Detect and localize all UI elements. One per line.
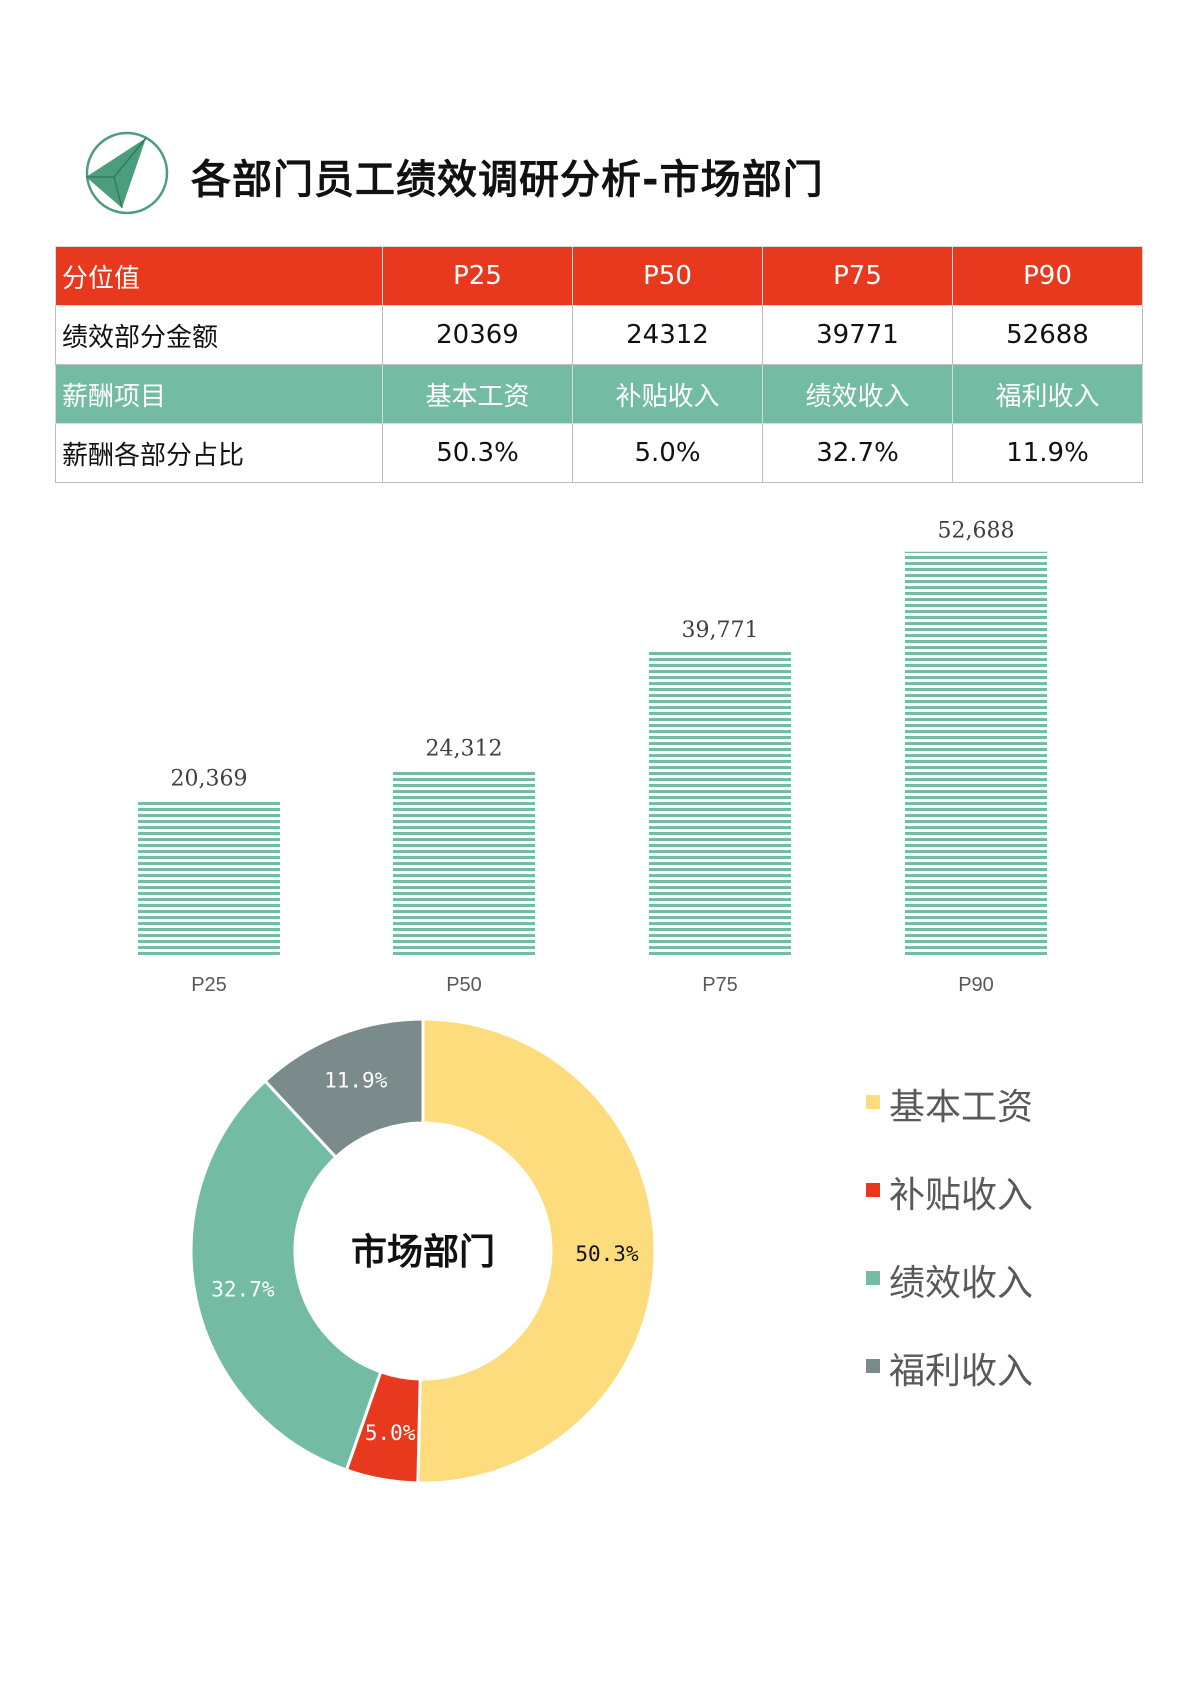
triangle-in-circle-icon <box>85 131 169 215</box>
donut-slice <box>263 1020 425 1160</box>
table-cell: 补贴收入 <box>572 364 763 424</box>
table-cell: P25 <box>382 246 573 306</box>
legend-label: 福利收入 <box>889 1351 1034 1392</box>
table-cell: 52688 <box>952 305 1143 365</box>
table-cell: P50 <box>572 246 763 306</box>
slice-data-label: 50.3% <box>575 1242 639 1266</box>
legend-swatch <box>866 1359 880 1373</box>
salary-donut-chart: 50.3% 5.0% 32.7% 11.9% 市场部门 <box>189 1020 657 1485</box>
percentile-bar-chart: 20,369 P25 24,312 P50 39,771 P75 52,688 P90 <box>138 519 1047 996</box>
table-cell: 5.0% <box>572 423 763 483</box>
table-cell: 39771 <box>762 305 953 365</box>
bar-data-label: 52,688 <box>938 519 1015 544</box>
table-cell: 基本工资 <box>382 364 573 424</box>
table-cell: P75 <box>762 246 953 306</box>
legend-swatch <box>866 1095 880 1109</box>
x-tick-label: P75 <box>702 974 738 996</box>
table-row: 薪酬项目 基本工资 补贴收入 绩效收入 福利收入 <box>55 364 1143 424</box>
x-tick-label: P90 <box>958 974 994 996</box>
stats-table: 分位值 P25 P50 P75 P90 绩效部分金额 20369 24312 39771 5268… <box>55 246 1143 483</box>
row-label: 薪酬项目 <box>55 364 383 424</box>
legend-label: 绩效收入 <box>889 1263 1034 1304</box>
bar <box>138 799 280 956</box>
legend-swatch <box>866 1183 880 1197</box>
row-label: 薪酬各部分占比 <box>55 423 383 483</box>
slice-data-label: 32.7% <box>211 1278 275 1302</box>
bar <box>649 650 791 956</box>
bar-data-label: 20,369 <box>171 767 248 792</box>
legend-swatch <box>866 1271 880 1285</box>
slice-data-label: 11.9% <box>324 1069 388 1093</box>
slice-data-label: 5.0% <box>365 1421 416 1445</box>
bar-data-label: 24,312 <box>426 736 503 761</box>
table-cell: 32.7% <box>762 423 953 483</box>
row-label: 绩效部分金额 <box>55 305 383 365</box>
donut-slice <box>189 1078 383 1472</box>
bar-data-label: 39,771 <box>682 618 759 643</box>
table-row: 分位值 P25 P50 P75 P90 <box>55 246 1143 306</box>
row-label: 分位值 <box>55 246 383 306</box>
page-title: 各部门员工绩效调研分析-市场部门 <box>191 157 824 203</box>
table-cell: 绩效收入 <box>762 364 953 424</box>
table-row: 绩效部分金额 20369 24312 39771 52688 <box>55 305 1143 365</box>
table-cell: 20369 <box>382 305 573 365</box>
legend-label: 基本工资 <box>889 1087 1034 1128</box>
table-cell: P90 <box>952 246 1143 306</box>
table-row: 薪酬各部分占比 50.3% 5.0% 32.7% 11.9% <box>55 423 1143 483</box>
page-header: 各部门员工绩效调研分析-市场部门 <box>84 130 1084 216</box>
table-cell: 50.3% <box>382 423 573 483</box>
x-tick-label: P50 <box>446 974 482 996</box>
table-cell: 福利收入 <box>952 364 1143 424</box>
legend-label: 补贴收入 <box>889 1175 1034 1216</box>
x-tick-label: P25 <box>191 974 227 996</box>
donut-slice <box>416 1020 657 1485</box>
donut-center-label: 市场部门 <box>351 1232 495 1273</box>
bar <box>905 551 1047 956</box>
table-cell: 11.9% <box>952 423 1143 483</box>
table-cell: 24312 <box>572 305 763 365</box>
bar <box>393 769 535 956</box>
